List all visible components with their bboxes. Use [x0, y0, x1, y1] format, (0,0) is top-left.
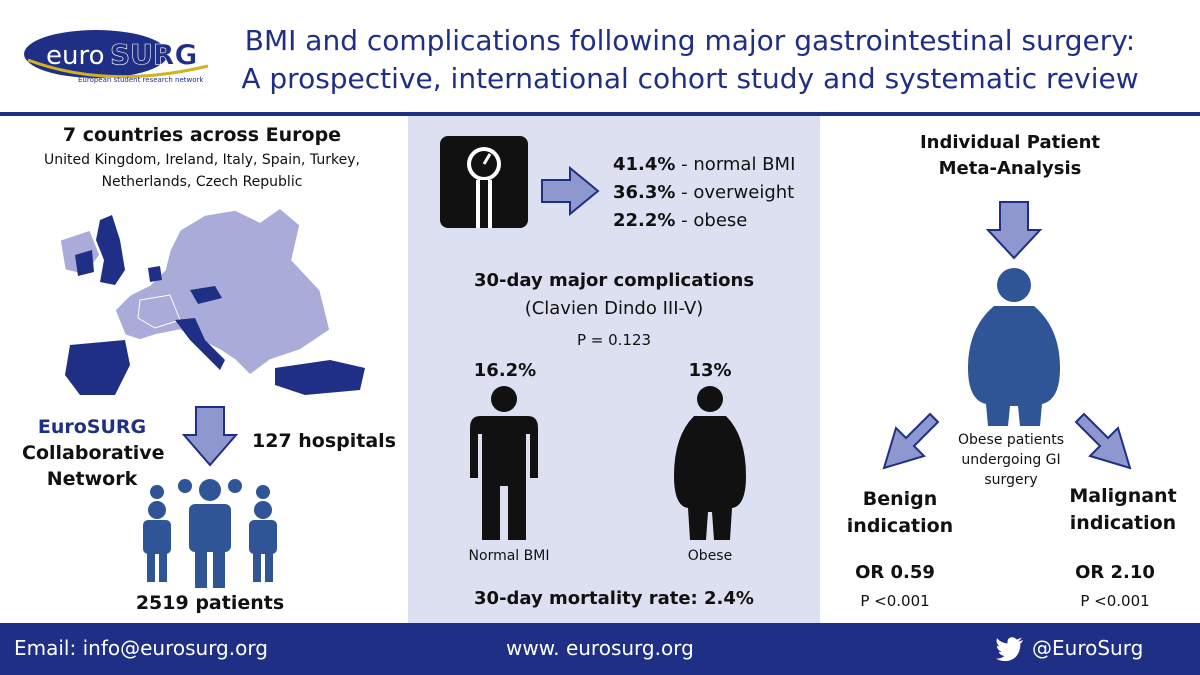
header: euro SURG European student research netw… [0, 0, 1200, 112]
eurosurg-logo: euro SURG European student research netw… [24, 30, 209, 84]
malignant-line-2: indication [1069, 512, 1177, 534]
obese-desc-line-1: Obese patients [958, 432, 1064, 448]
netherlands-shape [148, 266, 162, 282]
down-left-arrow-icon [882, 412, 940, 470]
patients-count: 2519 patients [135, 592, 285, 614]
benign-line-1: Benign [862, 488, 938, 510]
header-divider [0, 112, 1200, 116]
ipd-title-line-1: Individual Patient [919, 132, 1100, 153]
turkey-shape [275, 360, 365, 395]
ipd-title-line-2: Meta-Analysis [938, 158, 1082, 179]
obese-desc-line-3: surgery [984, 472, 1038, 488]
ireland-shape [75, 250, 94, 276]
mortality-rate: 30-day mortality rate: 2.4% [474, 588, 754, 609]
uk-shape [96, 215, 125, 285]
malignant-odds-ratio: OR 2.10 [1075, 562, 1155, 583]
footer: Email: info@eurosurg.org www. eurosurg.o… [0, 623, 1200, 675]
logo-tagline: European student research network [78, 76, 204, 84]
p-value: P = 0.123 [576, 331, 652, 349]
right-arrow-icon [541, 166, 600, 216]
twitter-icon[interactable] [996, 637, 1024, 661]
normal-bmi-label: Normal BMI [468, 548, 550, 564]
hospitals-count: 127 hospitals [252, 430, 397, 452]
benign-line-2: indication [846, 515, 954, 537]
malignant-line-1: Malignant [1069, 485, 1177, 507]
title-line-2: A prospective, international cohort stud… [241, 62, 1139, 95]
logo-surg-text: SURG [110, 38, 197, 71]
down-arrow-icon [986, 201, 1042, 260]
network-name: EuroSURG [37, 416, 147, 438]
obese-desc-line-2: undergoing GI [961, 452, 1061, 468]
countries-list-2: Netherlands, Czech Republic [101, 174, 303, 190]
bmi-stat-overweight: 36.3% - overweight [613, 182, 795, 203]
down-right-arrow-icon [1074, 412, 1132, 470]
footer-email[interactable]: Email: info@eurosurg.org [14, 636, 268, 660]
logo-euro-text: euro [46, 41, 105, 71]
spain-shape [65, 340, 130, 395]
network-line-3: Network [46, 468, 138, 490]
title-line-1: BMI and complications following major ga… [244, 24, 1136, 57]
malignant-p-value: P <0.001 [1080, 592, 1150, 610]
obese-percent: 13% [688, 360, 732, 381]
obese-label: Obese [687, 548, 733, 564]
people-group-icon [143, 479, 277, 588]
normal-bmi-percent: 16.2% [473, 360, 537, 381]
benign-p-value: P <0.001 [860, 592, 930, 610]
countries-heading: 7 countries across Europe [62, 124, 342, 146]
bmi-stat-normal: 41.4% - normal BMI [613, 154, 796, 175]
obese-patient-icon [968, 268, 1060, 426]
footer-website[interactable]: www. eurosurg.org [506, 636, 694, 660]
bmi-stat-obese: 22.2% - obese [613, 210, 748, 231]
complications-title: 30-day major complications [473, 270, 755, 291]
scale-icon [440, 136, 528, 228]
network-line-2: Collaborative [22, 442, 165, 464]
countries-list-1: United Kingdom, Ireland, Italy, Spain, T… [44, 152, 360, 168]
europe-map [59, 207, 365, 395]
down-arrow-icon [182, 406, 238, 467]
obese-person-icon [674, 386, 746, 540]
normal-person-icon [470, 386, 538, 540]
benign-odds-ratio: OR 0.59 [855, 562, 935, 583]
czech-shape [190, 286, 222, 304]
complications-subtitle: (Clavien Dindo III-V) [524, 298, 704, 319]
footer-twitter-handle[interactable]: @EuroSurg [1032, 636, 1144, 660]
italy-shape [175, 318, 225, 370]
